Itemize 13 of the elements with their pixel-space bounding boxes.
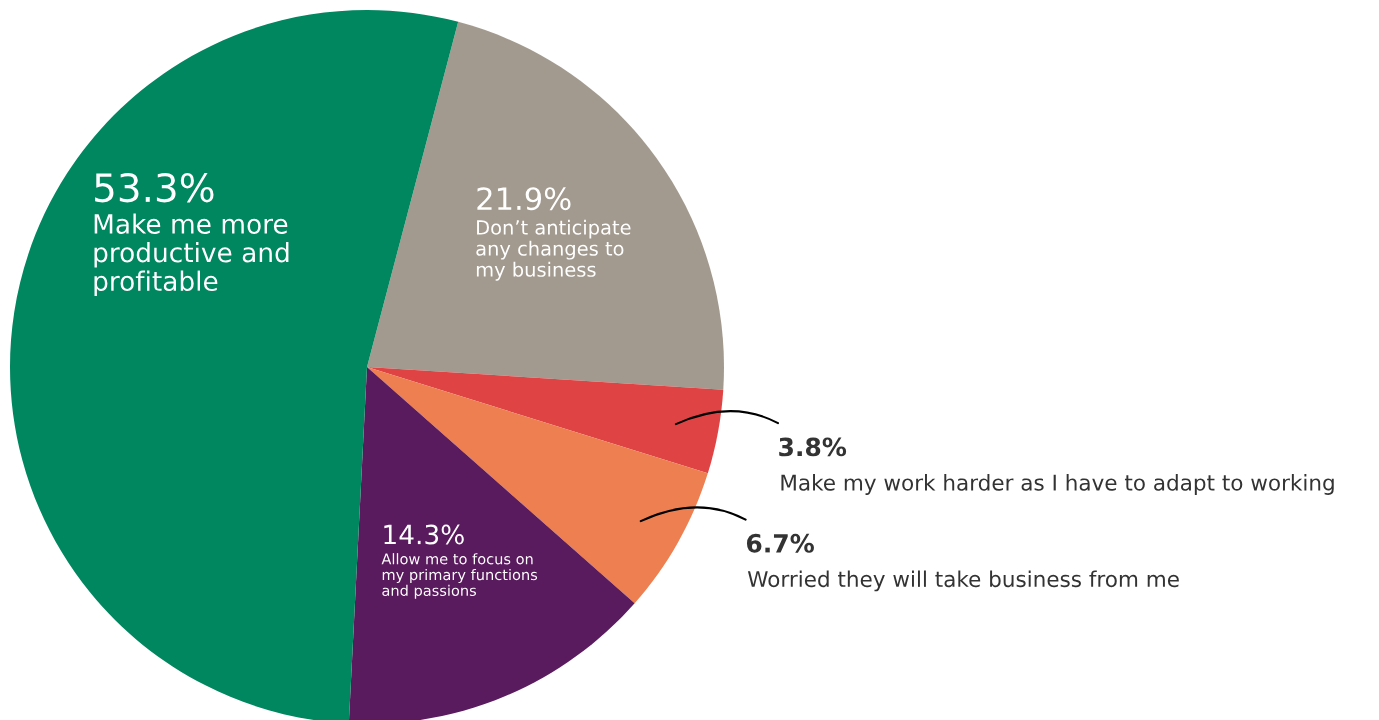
slice-label: Make me more productive and profitable [94,213,289,297]
data-label: 14.3% [384,524,464,545]
data-label: 3.8% [779,437,847,457]
slice-label: Don’t anticipate any changes to my business [476,219,631,281]
pie-slice [367,21,724,390]
slice-label: Allow me to focus on my primary functions and passions [381,553,538,599]
data-label: 6.7% [746,533,814,553]
pie-slice [367,367,708,604]
pie-slice [367,367,724,474]
slice-label: Make my work harder as I have to adapt to working [781,474,1334,495]
slice-label: Worried they will take business from me [747,570,1179,592]
data-label: 53.3% [95,172,214,203]
data-label: 21.9% [477,187,571,211]
